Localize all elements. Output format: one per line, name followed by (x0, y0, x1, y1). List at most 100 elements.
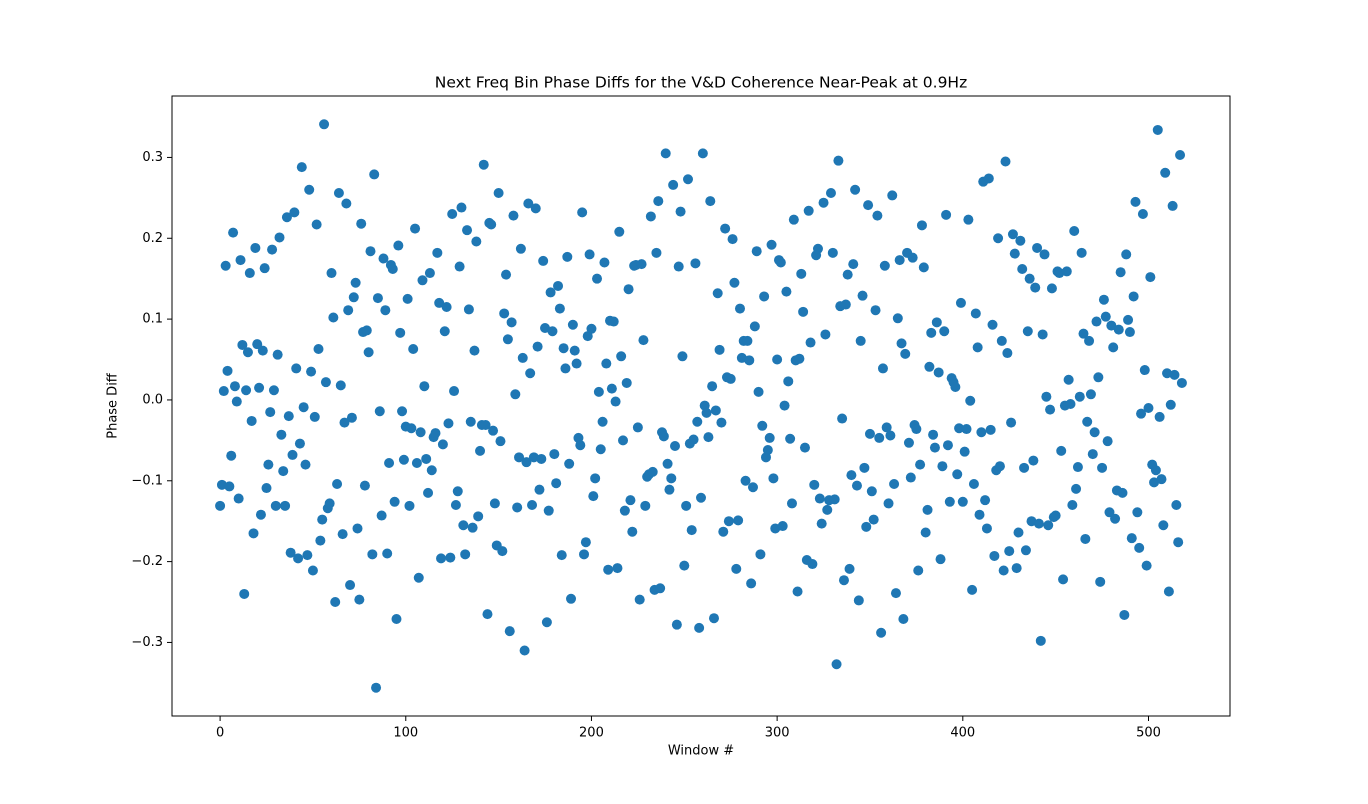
point (857, 290, 868, 301)
point (519, 645, 530, 656)
point (291, 363, 302, 374)
point (532, 341, 543, 352)
point (306, 366, 317, 377)
point (1015, 235, 1026, 246)
point (820, 329, 831, 340)
point (729, 277, 740, 288)
point (463, 304, 474, 315)
point (1000, 156, 1011, 167)
point (415, 427, 426, 438)
point (432, 247, 443, 258)
point (723, 516, 734, 527)
point (640, 500, 651, 511)
point (915, 459, 926, 470)
point (317, 514, 328, 525)
point (655, 583, 666, 594)
point (670, 441, 681, 452)
point (436, 553, 447, 564)
point (224, 481, 235, 492)
point (1169, 369, 1180, 380)
point (320, 377, 331, 388)
point (307, 565, 318, 576)
point (950, 382, 961, 393)
point (766, 239, 777, 250)
point (254, 382, 265, 393)
point (879, 260, 890, 271)
point (246, 415, 257, 426)
point (627, 526, 638, 537)
point (1139, 365, 1150, 376)
point (252, 339, 263, 350)
point (1104, 507, 1115, 518)
point (541, 617, 552, 628)
point (365, 246, 376, 257)
point (837, 413, 848, 424)
point (742, 335, 753, 346)
point (1033, 518, 1044, 529)
point (359, 480, 370, 491)
point (686, 525, 697, 536)
point (1030, 282, 1041, 293)
point (335, 380, 346, 391)
point (788, 214, 799, 225)
point (384, 457, 395, 468)
point (1061, 266, 1072, 277)
point (430, 428, 441, 439)
point (454, 261, 465, 272)
point (822, 504, 833, 515)
point (1141, 560, 1152, 571)
point (326, 268, 337, 279)
point (376, 510, 387, 521)
point (961, 424, 972, 435)
point (931, 317, 942, 328)
point (796, 268, 807, 279)
point (994, 461, 1005, 472)
point (905, 472, 916, 483)
point (903, 437, 914, 448)
point (896, 338, 907, 349)
point (592, 273, 603, 284)
point (241, 385, 252, 396)
point (939, 326, 950, 337)
point (1087, 449, 1098, 460)
point (1046, 283, 1057, 294)
point (1069, 225, 1080, 236)
point (692, 416, 703, 427)
point (853, 595, 864, 606)
point (424, 268, 435, 279)
point (229, 381, 240, 392)
point (866, 486, 877, 497)
point (863, 200, 874, 211)
point (410, 223, 421, 234)
point (567, 319, 578, 330)
point (580, 537, 591, 548)
point (341, 198, 352, 209)
point (551, 478, 562, 489)
point (1032, 242, 1043, 253)
point (389, 496, 400, 507)
point (263, 459, 274, 470)
point (248, 528, 259, 539)
point (445, 552, 456, 563)
point (941, 209, 952, 220)
y-tick-label: −0.2 (131, 554, 163, 569)
point (577, 207, 588, 218)
point (872, 210, 883, 221)
point (929, 442, 940, 453)
point (283, 411, 294, 422)
point (1098, 294, 1109, 305)
point (235, 255, 246, 266)
point (233, 493, 244, 504)
point (309, 411, 320, 422)
point (328, 312, 339, 323)
point (1160, 167, 1171, 178)
point (859, 462, 870, 473)
point (874, 432, 885, 443)
point (586, 323, 597, 334)
point (733, 515, 744, 526)
point (1065, 398, 1076, 409)
point (933, 367, 944, 378)
point (220, 260, 231, 271)
point (1126, 533, 1137, 544)
